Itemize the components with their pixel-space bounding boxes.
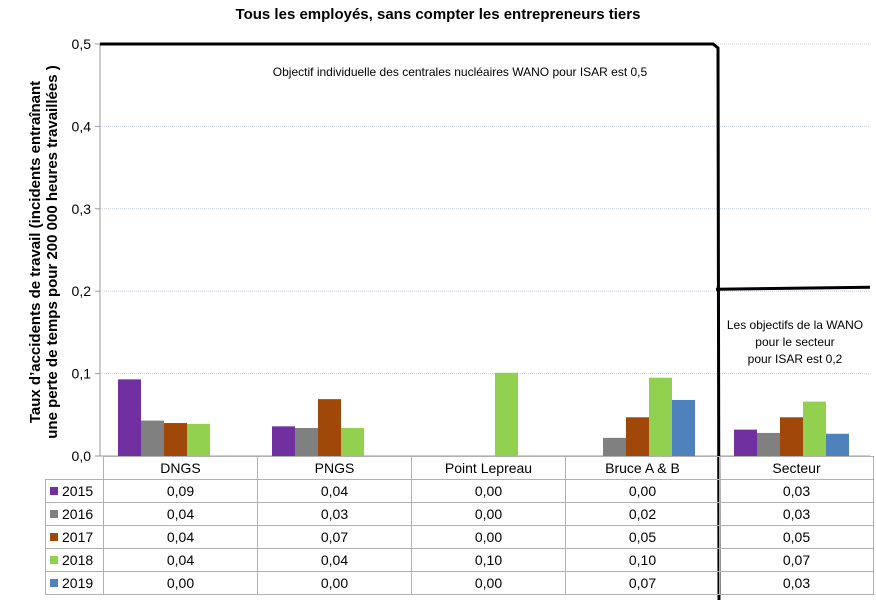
bar-2017 — [626, 417, 649, 456]
bar-2018 — [187, 423, 210, 456]
table-row: 2019 0,00 0,00 0,00 0,07 0,03 — [45, 571, 874, 595]
sector-note-line-2: pour le secteur — [755, 335, 835, 349]
data-label: 0,00 — [411, 525, 566, 549]
bar-2018 — [803, 401, 826, 456]
y-tick-label: 0,5 — [72, 36, 92, 52]
bar-2016 — [295, 427, 318, 456]
data-label: 0,04 — [103, 502, 258, 526]
data-label: 0,04 — [257, 548, 412, 572]
bar-2019 — [826, 433, 849, 456]
data-label: 0,07 — [565, 571, 720, 595]
legend-entry: 2018 — [45, 548, 104, 572]
bar-2018 — [341, 427, 364, 456]
table-row: 2016 0,04 0,03 0,00 0,02 0,03 — [45, 502, 874, 526]
data-label: 0,10 — [565, 548, 720, 572]
bar-2017 — [318, 399, 341, 456]
table-corner — [45, 456, 104, 480]
bar-2015 — [272, 426, 295, 456]
data-label: 0,00 — [411, 502, 566, 526]
y-tick-label: 0,2 — [72, 283, 92, 299]
legend-entry: 2017 — [45, 525, 104, 549]
legend-label: 2019 — [62, 575, 94, 591]
y-tick-label: 0,3 — [72, 201, 92, 217]
data-label: 0,00 — [565, 479, 720, 503]
wano-sector-target-note: Les objectifs de la WANO pour le secteur… — [718, 317, 872, 368]
data-label: 0,04 — [257, 479, 412, 503]
legend-swatch — [50, 533, 58, 542]
data-table: DNGS PNGS Point Lepreau Bruce A & B Sect… — [45, 456, 874, 595]
bar-2017 — [780, 417, 803, 456]
category-label: Secteur — [719, 456, 874, 480]
wano-individual-target-line — [100, 42, 721, 601]
data-label: 0,07 — [257, 525, 412, 549]
legend-label: 2015 — [62, 483, 94, 499]
data-label: 0,00 — [411, 479, 566, 503]
legend-label: 2017 — [62, 529, 94, 545]
bar-2016 — [141, 420, 164, 456]
data-label: 0,00 — [257, 571, 412, 595]
data-label: 0,04 — [103, 525, 258, 549]
legend-swatch — [50, 579, 58, 588]
category-label: Bruce A & B — [565, 456, 720, 480]
data-label: 0,00 — [411, 571, 566, 595]
data-label: 0,07 — [719, 548, 874, 572]
category-label: DNGS — [103, 456, 258, 480]
bar-2017 — [164, 423, 187, 456]
bar-2015 — [734, 429, 757, 456]
category-label: Point Lepreau — [411, 456, 566, 480]
legend-entry: 2016 — [45, 502, 104, 526]
bar-2018 — [649, 377, 672, 456]
sector-note-line-1: Les objectifs de la WANO — [726, 318, 864, 332]
data-label: 0,03 — [257, 502, 412, 526]
bar-2016 — [757, 432, 780, 456]
wano-sector-target-line — [715, 285, 871, 291]
bar-2015 — [118, 379, 141, 456]
data-label: 0,04 — [103, 548, 258, 572]
gridlines — [95, 43, 870, 457]
y-tick-label: 0,4 — [72, 118, 92, 134]
target-lines — [100, 42, 871, 601]
table-row: 2018 0,04 0,04 0,10 0,10 0,07 — [45, 548, 874, 572]
data-label: 0,03 — [719, 479, 874, 503]
table-row: 2017 0,04 0,07 0,00 0,05 0,05 — [45, 525, 874, 549]
legend-swatch — [50, 487, 58, 496]
chart-title: Tous les employés, sans compter les entr… — [235, 6, 641, 23]
y-tick-labels: 0,00,10,20,30,40,5 — [72, 36, 92, 464]
table-row: 2015 0,09 0,04 0,00 0,00 0,03 — [45, 479, 874, 503]
data-label: 0,05 — [565, 525, 720, 549]
category-label: PNGS — [257, 456, 412, 480]
bar-2016 — [603, 437, 626, 456]
data-label: 0,10 — [411, 548, 566, 572]
legend-swatch — [50, 556, 58, 565]
legend-label: 2018 — [62, 552, 94, 568]
legend-entry: 2019 — [45, 571, 104, 595]
data-label: 0,03 — [719, 502, 874, 526]
data-label: 0,09 — [103, 479, 258, 503]
wano-individual-target-note: Objectif individuelle des centrales nucl… — [272, 65, 648, 79]
legend-entry: 2015 — [45, 479, 104, 503]
bar-2019 — [672, 399, 695, 456]
y-tick-label: 0,1 — [72, 366, 92, 382]
legend-label: 2016 — [62, 506, 94, 522]
data-label: 0,02 — [565, 502, 720, 526]
bar-2018 — [495, 372, 518, 456]
table-body: 2015 0,09 0,04 0,00 0,00 0,03 2016 0,04 0,03 0,00… — [45, 479, 874, 595]
data-label: 0,03 — [719, 571, 874, 595]
category-header-row: DNGS PNGS Point Lepreau Bruce A & B Sect… — [45, 456, 874, 480]
legend-swatch — [50, 510, 58, 519]
bars — [118, 372, 849, 456]
data-label: 0,00 — [103, 571, 258, 595]
data-label: 0,05 — [719, 525, 874, 549]
sector-note-line-3: pour ISAR est 0,2 — [747, 352, 843, 366]
